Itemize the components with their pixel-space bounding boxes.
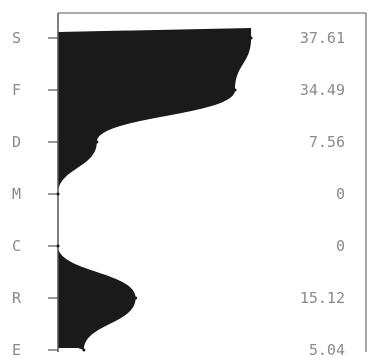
data-label-m: 0 — [336, 185, 345, 203]
area-point-d — [95, 140, 99, 144]
y-tick-label-s: S — [12, 29, 21, 47]
y-tick-label-f: F — [12, 81, 21, 99]
area-point-f — [233, 88, 237, 92]
y-tick-label-d: D — [12, 133, 21, 151]
y-tick-label-m: M — [12, 185, 21, 203]
area-point-r — [134, 296, 138, 300]
data-label-f: 34.49 — [300, 81, 345, 99]
data-label-r: 15.12 — [300, 289, 345, 307]
area-point-s — [249, 36, 253, 40]
y-tick-label-r: R — [12, 289, 22, 307]
data-label-s: 37.61 — [300, 29, 345, 47]
y-tick-label-e: E — [12, 341, 21, 359]
area-series — [58, 28, 252, 350]
area-point-e — [82, 348, 86, 352]
area-point-c — [56, 244, 60, 248]
data-label-d: 7.56 — [309, 133, 345, 151]
data-label-e: 5.04 — [309, 341, 345, 359]
area-point-m — [56, 192, 60, 196]
y-tick-label-c: C — [12, 237, 21, 255]
data-label-c: 0 — [336, 237, 345, 255]
